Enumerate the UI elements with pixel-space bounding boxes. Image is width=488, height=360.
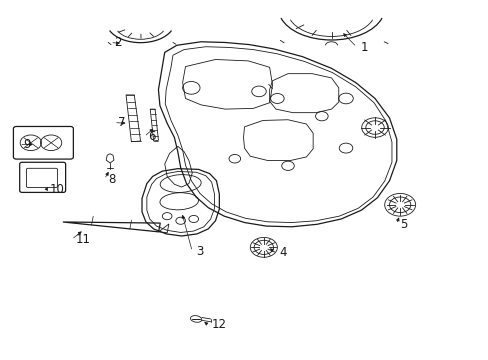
Text: 1: 1 [360, 41, 367, 54]
Text: 8: 8 [108, 173, 115, 186]
Text: 3: 3 [196, 245, 203, 258]
Text: 9: 9 [23, 138, 31, 151]
Text: 2: 2 [114, 36, 121, 49]
Text: 10: 10 [50, 184, 65, 197]
Text: 5: 5 [399, 218, 407, 231]
Text: 12: 12 [211, 318, 226, 331]
Text: 6: 6 [147, 130, 155, 143]
Text: 4: 4 [279, 246, 286, 259]
Text: 7: 7 [118, 116, 125, 129]
Text: 11: 11 [75, 233, 90, 246]
